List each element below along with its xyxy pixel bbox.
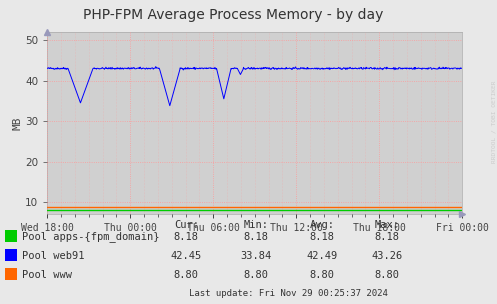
Text: 8.18: 8.18 (374, 232, 399, 241)
Text: 8.18: 8.18 (310, 232, 334, 241)
Text: 8.18: 8.18 (244, 232, 268, 241)
Text: Min:: Min: (244, 220, 268, 230)
Text: Pool www: Pool www (22, 270, 73, 280)
Text: PHP-FPM Average Process Memory - by day: PHP-FPM Average Process Memory - by day (83, 8, 384, 22)
Text: Pool web91: Pool web91 (22, 251, 85, 261)
Text: Last update: Fri Nov 29 00:25:37 2024: Last update: Fri Nov 29 00:25:37 2024 (189, 289, 388, 299)
Text: Cur:: Cur: (174, 220, 199, 230)
Text: 8.80: 8.80 (310, 270, 334, 280)
Text: 8.80: 8.80 (244, 270, 268, 280)
Text: 8.18: 8.18 (174, 232, 199, 241)
Text: 8.80: 8.80 (374, 270, 399, 280)
Y-axis label: MB: MB (12, 116, 22, 130)
Text: 8.80: 8.80 (174, 270, 199, 280)
Text: 42.49: 42.49 (307, 251, 337, 261)
Text: 42.45: 42.45 (171, 251, 202, 261)
Text: Pool apps-{fpm_domain}: Pool apps-{fpm_domain} (22, 231, 160, 242)
Text: Avg:: Avg: (310, 220, 334, 230)
Text: 33.84: 33.84 (241, 251, 271, 261)
Text: 43.26: 43.26 (371, 251, 402, 261)
Text: Max:: Max: (374, 220, 399, 230)
Text: RRDTOOL / TOBI OETIKER: RRDTOOL / TOBI OETIKER (491, 80, 496, 163)
